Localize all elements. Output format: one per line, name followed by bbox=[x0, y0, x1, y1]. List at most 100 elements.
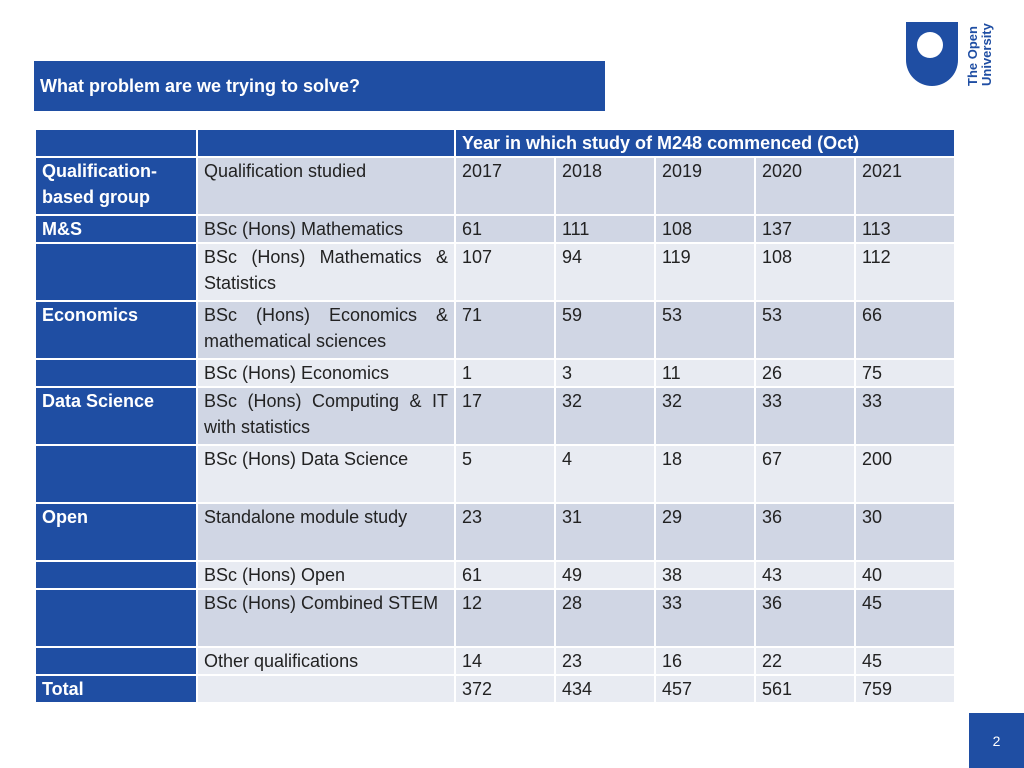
enrolment-value: 22 bbox=[756, 648, 854, 674]
year-header: 2017 bbox=[456, 158, 554, 214]
year-span-header: Year in which study of M248 commenced (O… bbox=[456, 130, 955, 156]
enrolment-value: 29 bbox=[656, 504, 754, 560]
enrolment-table: Year in which study of M248 commenced (O… bbox=[34, 128, 956, 704]
group-label bbox=[36, 446, 196, 502]
enrolment-value: 107 bbox=[456, 244, 554, 300]
enrolment-value: 31 bbox=[556, 504, 654, 560]
group-label bbox=[36, 562, 196, 588]
enrolment-value: 23 bbox=[456, 504, 554, 560]
enrolment-value: 30 bbox=[856, 504, 955, 560]
table-row: Data Science BSc (Hons) Computing & IT wi… bbox=[36, 388, 955, 444]
enrolment-value: 108 bbox=[656, 216, 754, 242]
enrolment-value: 59 bbox=[556, 302, 654, 358]
year-header: 2021 bbox=[856, 158, 955, 214]
enrolment-value: 36 bbox=[756, 504, 854, 560]
table-row: BSc (Hons) Open 61 49 38 43 40 bbox=[36, 562, 955, 588]
enrolment-value: 23 bbox=[556, 648, 654, 674]
enrolment-value: 18 bbox=[656, 446, 754, 502]
table-row: BSc (Hons) Economics 1 3 11 26 75 bbox=[36, 360, 955, 386]
qualification-name: BSc (Hons) Economics bbox=[198, 360, 454, 386]
year-header: 2019 bbox=[656, 158, 754, 214]
blank-header-cell bbox=[36, 130, 196, 156]
logo-line-1: The Open bbox=[965, 26, 980, 86]
enrolment-value: 32 bbox=[556, 388, 654, 444]
enrolment-value: 28 bbox=[556, 590, 654, 646]
enrolment-value: 111 bbox=[556, 216, 654, 242]
open-university-logo: The Open University bbox=[906, 20, 998, 86]
enrolment-value: 33 bbox=[656, 590, 754, 646]
enrolment-value: 108 bbox=[756, 244, 854, 300]
enrolment-value: 75 bbox=[856, 360, 955, 386]
qualification-name: BSc (Hons) Open bbox=[198, 562, 454, 588]
page-number: 2 bbox=[969, 713, 1024, 768]
enrolment-value: 16 bbox=[656, 648, 754, 674]
enrolment-value: 43 bbox=[756, 562, 854, 588]
logo-wordmark: The Open University bbox=[965, 23, 994, 86]
total-value: 372 bbox=[456, 676, 554, 702]
qualification-name: BSc (Hons) Combined STEM bbox=[198, 590, 454, 646]
table-row: BSc (Hons) Data Science 5 4 18 67 200 bbox=[36, 446, 955, 502]
table-row: BSc (Hons) Combined STEM 12 28 33 36 45 bbox=[36, 590, 955, 646]
enrolment-value: 40 bbox=[856, 562, 955, 588]
enrolment-value: 94 bbox=[556, 244, 654, 300]
qualification-name: Standalone module study bbox=[198, 504, 454, 560]
blank-header-cell bbox=[198, 130, 454, 156]
enrolment-value: 45 bbox=[856, 590, 955, 646]
qualification-column-header: Qualification studied bbox=[198, 158, 454, 214]
enrolment-value: 61 bbox=[456, 216, 554, 242]
total-label: Total bbox=[36, 676, 196, 702]
table-row: BSc (Hons) Mathematics & Statistics 107 94… bbox=[36, 244, 955, 300]
enrolment-value: 71 bbox=[456, 302, 554, 358]
table-row: Other qualifications 14 23 16 22 45 bbox=[36, 648, 955, 674]
total-row: Total 372 434 457 561 759 bbox=[36, 676, 955, 702]
group-label bbox=[36, 590, 196, 646]
year-header: 2020 bbox=[756, 158, 854, 214]
enrolment-value: 200 bbox=[856, 446, 955, 502]
enrolment-value: 11 bbox=[656, 360, 754, 386]
slide-title: What problem are we trying to solve? bbox=[34, 61, 605, 111]
table-row: M&S BSc (Hons) Mathematics 61 111 108 137 113 bbox=[36, 216, 955, 242]
group-label: Economics bbox=[36, 302, 196, 358]
table-row: Open Standalone module study 23 31 29 36 30 bbox=[36, 504, 955, 560]
group-label: Open bbox=[36, 504, 196, 560]
group-label bbox=[36, 244, 196, 300]
enrolment-value: 45 bbox=[856, 648, 955, 674]
qualification-name: BSc (Hons) Computing & IT with statistic… bbox=[198, 388, 454, 444]
enrolment-value: 38 bbox=[656, 562, 754, 588]
enrolment-value: 112 bbox=[856, 244, 955, 300]
enrolment-value: 113 bbox=[856, 216, 955, 242]
table-header-row-2: Qualification-based group Qualification … bbox=[36, 158, 955, 214]
enrolment-value: 32 bbox=[656, 388, 754, 444]
enrolment-value: 4 bbox=[556, 446, 654, 502]
group-label: Data Science bbox=[36, 388, 196, 444]
enrolment-value: 53 bbox=[656, 302, 754, 358]
qualification-name: BSc (Hons) Data Science bbox=[198, 446, 454, 502]
enrolment-value: 61 bbox=[456, 562, 554, 588]
enrolment-value: 67 bbox=[756, 446, 854, 502]
enrolment-value: 53 bbox=[756, 302, 854, 358]
qualification-name: BSc (Hons) Mathematics bbox=[198, 216, 454, 242]
logo-line-2: University bbox=[979, 23, 994, 86]
qualification-name: BSc (Hons) Economics & mathematical scie… bbox=[198, 302, 454, 358]
enrolment-value: 3 bbox=[556, 360, 654, 386]
total-value: 561 bbox=[756, 676, 854, 702]
table-row: Economics BSc (Hons) Economics & mathemat… bbox=[36, 302, 955, 358]
qualification-name: BSc (Hons) Mathematics & Statistics bbox=[198, 244, 454, 300]
total-value: 759 bbox=[856, 676, 955, 702]
enrolment-value: 26 bbox=[756, 360, 854, 386]
total-value: 434 bbox=[556, 676, 654, 702]
enrolment-value: 14 bbox=[456, 648, 554, 674]
enrolment-value: 17 bbox=[456, 388, 554, 444]
enrolment-value: 1 bbox=[456, 360, 554, 386]
enrolment-value: 49 bbox=[556, 562, 654, 588]
qualification-name: Other qualifications bbox=[198, 648, 454, 674]
enrolment-value: 33 bbox=[756, 388, 854, 444]
group-column-header: Qualification-based group bbox=[36, 158, 196, 214]
enrolment-value: 36 bbox=[756, 590, 854, 646]
group-label bbox=[36, 360, 196, 386]
group-label bbox=[36, 648, 196, 674]
enrolment-value: 119 bbox=[656, 244, 754, 300]
total-qualification-cell bbox=[198, 676, 454, 702]
table-header-row-1: Year in which study of M248 commenced (O… bbox=[36, 130, 955, 156]
enrolment-value: 137 bbox=[756, 216, 854, 242]
